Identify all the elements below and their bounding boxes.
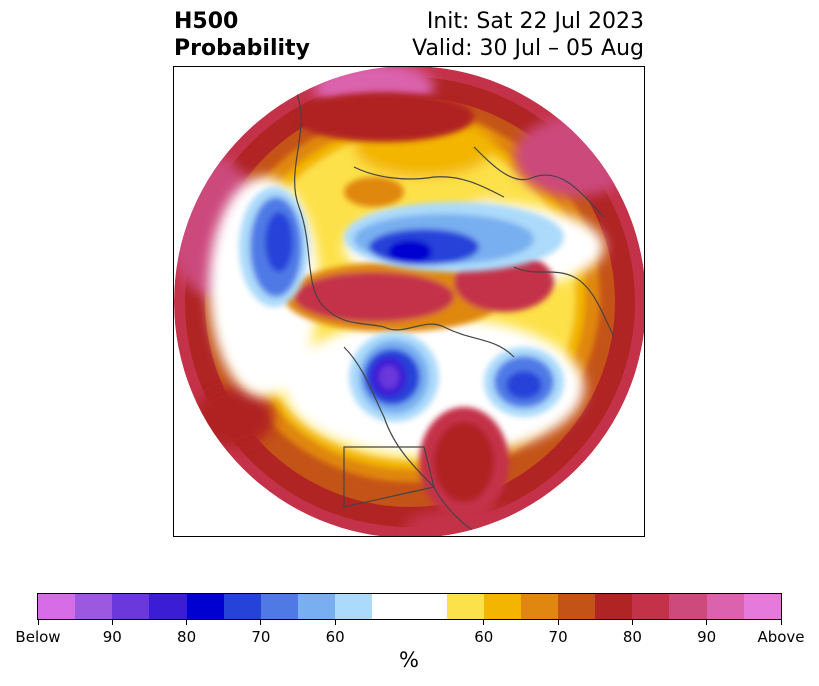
colorbar-tick xyxy=(186,620,188,625)
colorbar-segment xyxy=(223,594,261,619)
forecast-dates: Init: Sat 22 Jul 2023 Valid: 30 Jul – 05… xyxy=(412,8,644,62)
colorbar-segment xyxy=(446,594,484,619)
colorbar-segment xyxy=(520,594,558,619)
cold-troughs xyxy=(239,187,564,422)
colorbar-segment xyxy=(112,594,150,619)
warm-ridge xyxy=(284,92,554,517)
polar-map xyxy=(173,66,645,537)
colorbar-tick xyxy=(780,620,782,625)
colorbar-tick xyxy=(260,620,262,625)
colorbar-tick-label: 90 xyxy=(697,628,717,646)
colorbar xyxy=(37,593,782,620)
colorbar-tick-label: 60 xyxy=(474,628,494,646)
coastlines xyxy=(293,86,615,536)
colorbar-segment xyxy=(149,594,187,619)
colorbar-unit: % xyxy=(399,648,419,672)
colorbar-segment xyxy=(186,594,224,619)
colorbar-tick xyxy=(631,620,633,625)
colorbar-tick xyxy=(557,620,559,625)
colorbar-segment xyxy=(595,594,633,619)
colorbar-tick xyxy=(334,620,336,625)
colorbar-tick xyxy=(37,620,39,625)
colorbar-segment xyxy=(335,594,373,619)
title-line-1: H500 xyxy=(174,9,239,34)
colorbar-segment xyxy=(483,594,521,619)
colorbar-tick-label: 70 xyxy=(251,628,271,646)
colorbar-segment xyxy=(297,594,336,619)
colorbar-segment xyxy=(669,594,707,619)
colorbar-segment xyxy=(743,594,781,619)
colorbar-tick-label: 80 xyxy=(177,628,197,646)
colorbar-segment xyxy=(632,594,670,619)
valid-range: Valid: 30 Jul – 05 Aug xyxy=(412,36,644,61)
colorbar-segment xyxy=(372,594,410,619)
colorbar-tick-label: Above xyxy=(757,628,805,646)
colorbar-tick-label: 60 xyxy=(325,628,345,646)
colorbar-tick xyxy=(111,620,113,625)
colorbar-tick-label: Below xyxy=(15,628,61,646)
colorbar-tick xyxy=(483,620,485,625)
colorbar-tick xyxy=(706,620,708,625)
colorbar-segment xyxy=(38,594,76,619)
colorbar-segment xyxy=(75,594,113,619)
probability-map-svg xyxy=(174,67,644,536)
colorbar-segment xyxy=(706,594,744,619)
colorbar-tick-label: 80 xyxy=(622,628,642,646)
colorbar-segment xyxy=(557,594,596,619)
chart-title: H500 Probability xyxy=(174,8,310,62)
colorbar-segment xyxy=(260,594,298,619)
colorbar-segment xyxy=(409,594,447,619)
colorbar-tick-label: 70 xyxy=(548,628,568,646)
title-line-2: Probability xyxy=(174,36,310,61)
colorbar-tick-label: 90 xyxy=(102,628,122,646)
init-date: Init: Sat 22 Jul 2023 xyxy=(426,9,644,34)
